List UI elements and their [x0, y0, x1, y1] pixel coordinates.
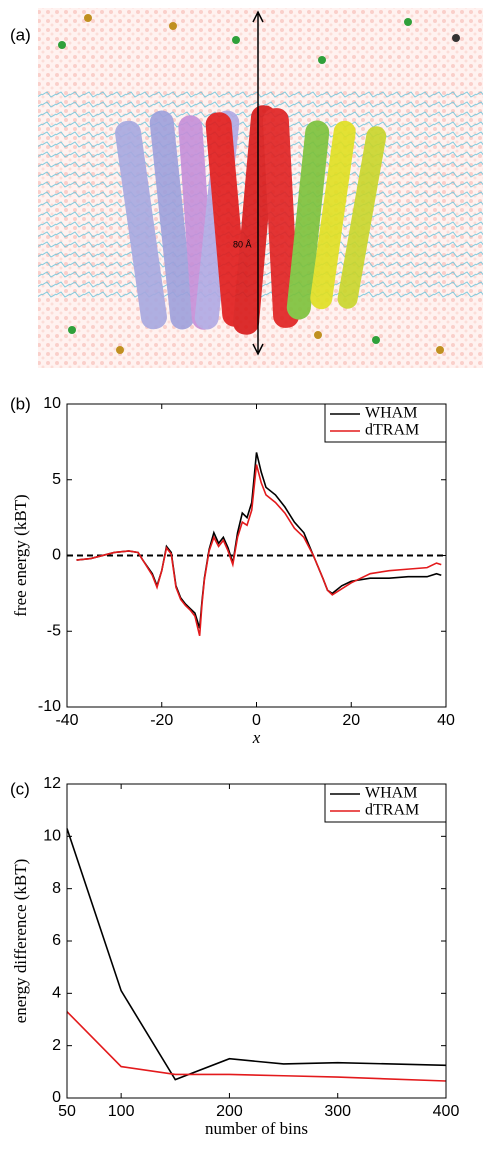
- plot-frame: [66, 783, 447, 1099]
- x-tick-label: -40: [55, 712, 78, 729]
- y-tick-label: 0: [52, 547, 61, 564]
- x-tick-label: 100: [108, 1103, 135, 1120]
- legend-label: dTRAM: [365, 802, 419, 819]
- y-tick-label: 8: [52, 880, 61, 897]
- x-tick-label: -20: [150, 712, 173, 729]
- legend-label: dTRAM: [365, 422, 419, 439]
- y-axis-label: free energy (kBT): [11, 494, 30, 616]
- y-tick-label: 10: [43, 395, 61, 412]
- x-axis-label: x: [252, 728, 261, 747]
- legend-box: [324, 403, 447, 443]
- y-tick-label: 4: [52, 985, 61, 1002]
- x-tick-label: 40: [437, 712, 455, 729]
- x-tick-label: 300: [324, 1103, 351, 1120]
- x-tick-label: 200: [216, 1103, 243, 1120]
- y-tick-label: -10: [38, 698, 61, 715]
- helices: [115, 105, 387, 335]
- data-line: [76, 452, 442, 629]
- data-line: [66, 1011, 447, 1082]
- y-axis-label: energy difference (kBT): [11, 859, 30, 1024]
- y-tick-label: 5: [52, 471, 61, 488]
- y-tick-label: 6: [52, 932, 61, 949]
- y-tick-label: 0: [52, 1089, 61, 1106]
- data-line: [66, 828, 447, 1081]
- data-line: [76, 464, 442, 636]
- structure-panel: 80 Å (a): [10, 8, 483, 368]
- panel-label: (a): [10, 25, 31, 44]
- chart: (c) 50 100 200 300 400 0 2 4 6 8 10 12 number of bins…: [10, 775, 459, 1138]
- y-tick-label: 2: [52, 1037, 61, 1054]
- x-tick-label: 400: [433, 1103, 460, 1120]
- x-tick-label: 20: [342, 712, 360, 729]
- ions: [58, 14, 460, 354]
- y-tick-label: 10: [43, 828, 61, 845]
- x-tick-label: 50: [58, 1103, 76, 1120]
- chart: (b) -40 -20 0 20 40 -10 -5 0 5 10 x free energy (kBT…: [10, 394, 455, 746]
- y-tick-label: -5: [47, 622, 61, 639]
- plot-frame: [66, 403, 447, 708]
- legend-box: [324, 783, 447, 823]
- x-tick-label: 0: [252, 712, 261, 729]
- panel-label: (c): [10, 779, 30, 798]
- y-tick-label: 12: [43, 775, 61, 792]
- legend-label: WHAM: [365, 405, 417, 422]
- panel-label: (b): [10, 394, 31, 413]
- arrow-heads: [252, 10, 264, 356]
- x-axis-label: number of bins: [205, 1119, 308, 1138]
- legend-label: WHAM: [365, 785, 417, 802]
- scale-label: 80 Å: [233, 239, 252, 249]
